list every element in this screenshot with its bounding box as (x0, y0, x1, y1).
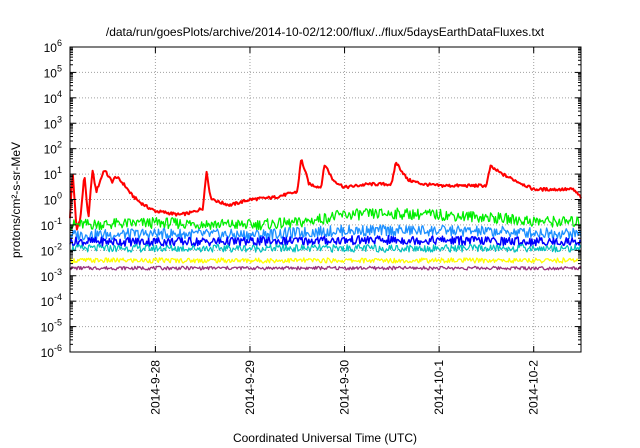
y-axis-label: protons/cm²-s-sr-MeV (9, 142, 23, 258)
y-tick-label: 103 (44, 114, 62, 131)
x-axis-label: Coordinated Universal Time (UTC) (233, 431, 417, 445)
y-tick-exponent: 4 (57, 89, 62, 99)
y-tick-label: 100 (44, 191, 62, 208)
y-tick-exponent: 3 (57, 114, 62, 124)
y-tick-exponent: -6 (54, 343, 62, 353)
y-tick-base: 10 (44, 117, 58, 131)
y-tick-label: 101 (44, 165, 62, 182)
y-tick-label: 104 (44, 89, 62, 106)
y-tick-label: 102 (44, 140, 62, 157)
series-line-1 (69, 159, 582, 231)
y-tick-label: 10-3 (41, 267, 62, 284)
y-tick-exponent: -1 (54, 216, 62, 226)
y-tick-label: 10-6 (41, 343, 62, 360)
y-tick-base: 10 (41, 321, 55, 335)
series-line-2 (69, 207, 582, 231)
y-axis-label-group: protons/cm²-s-sr-MeV (9, 142, 23, 258)
y-tick-base: 10 (44, 92, 58, 106)
y-tick-exponent: 1 (57, 165, 62, 175)
series-line-4 (69, 234, 582, 247)
y-tick-exponent: 6 (57, 38, 62, 48)
x-tick-label: 2014-9-30 (338, 360, 352, 415)
series-line-6 (69, 257, 582, 264)
axis-ticks: 10610510410310210110010-110-210-310-410-… (41, 38, 581, 415)
y-tick-exponent: 5 (57, 63, 62, 73)
y-tick-label: 10-2 (41, 241, 62, 258)
y-tick-base: 10 (44, 194, 58, 208)
y-tick-base: 10 (41, 270, 55, 284)
y-tick-exponent: -4 (54, 292, 62, 302)
y-tick-exponent: 0 (57, 191, 62, 201)
y-tick-base: 10 (41, 244, 55, 258)
x-tick-label: 2014-10-1 (432, 360, 446, 415)
y-tick-label: 106 (44, 38, 62, 55)
x-tick-label: 2014-10-2 (527, 360, 541, 415)
y-tick-exponent: -3 (54, 267, 62, 277)
y-tick-base: 10 (41, 295, 55, 309)
y-tick-exponent: -2 (54, 241, 62, 251)
series-layer (69, 159, 582, 271)
y-tick-label: 105 (44, 63, 62, 80)
x-tick-label: 2014-9-28 (148, 360, 162, 415)
chart-title: /data/run/goesPlots/archive/2014-10-02/1… (106, 25, 545, 39)
y-tick-exponent: 2 (57, 140, 62, 150)
y-tick-base: 10 (41, 219, 55, 233)
series-line-3 (69, 224, 582, 242)
series-line-7 (69, 265, 582, 271)
y-tick-base: 10 (44, 41, 58, 55)
grid (70, 47, 581, 352)
y-tick-base: 10 (41, 346, 55, 360)
y-tick-base: 10 (44, 66, 58, 80)
y-tick-label: 10-5 (41, 318, 62, 335)
y-tick-label: 10-4 (41, 292, 62, 309)
series-line-5 (69, 243, 582, 253)
y-tick-base: 10 (44, 143, 58, 157)
x-tick-label: 2014-9-29 (243, 360, 257, 415)
y-tick-exponent: -5 (54, 318, 62, 328)
y-tick-base: 10 (44, 168, 58, 182)
y-tick-label: 10-1 (41, 216, 62, 233)
